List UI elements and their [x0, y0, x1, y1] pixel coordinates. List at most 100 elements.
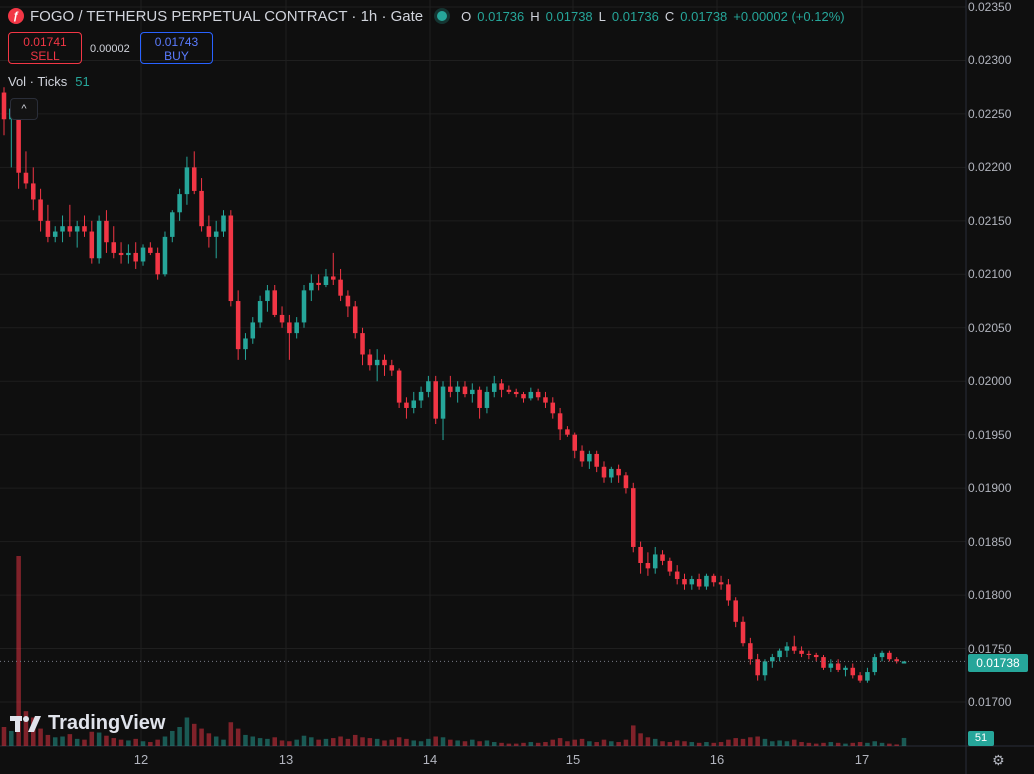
- candle-body: [140, 247, 146, 262]
- volume-bar: [294, 739, 299, 746]
- volume-bar: [213, 736, 219, 746]
- tradingview-logo-icon: [10, 715, 41, 732]
- volume-bar: [550, 739, 556, 746]
- volume-bar: [287, 741, 292, 746]
- candle-body: [484, 391, 490, 408]
- volume-bar: [682, 741, 687, 746]
- candle-body: [865, 672, 870, 681]
- candle-body: [74, 226, 80, 232]
- sell-price: 0.01741: [23, 35, 67, 49]
- candle-body: [191, 167, 197, 191]
- high-label: H: [530, 8, 540, 24]
- buy-button[interactable]: 0.01743 BUY: [140, 32, 213, 64]
- market-open-icon: [437, 11, 448, 21]
- volume-bar: [733, 738, 738, 746]
- volume-bar: [338, 736, 343, 746]
- candle-body: [835, 663, 841, 670]
- tradingview-logo[interactable]: TradingView: [10, 712, 165, 735]
- volume-bar: [104, 735, 109, 746]
- candle-body: [543, 397, 548, 403]
- volume-bar: [689, 742, 695, 746]
- candle-body: [872, 657, 877, 673]
- candle-body: [689, 579, 695, 585]
- open-label: O: [461, 8, 472, 24]
- volume-bar: [652, 738, 658, 746]
- candle-body: [470, 389, 475, 395]
- candle-body: [396, 370, 402, 403]
- candle-body: [726, 584, 731, 601]
- volume-bar: [506, 743, 512, 746]
- candle-body: [389, 365, 395, 371]
- candle-body: [623, 475, 629, 489]
- candle-body: [206, 226, 212, 237]
- volume-bar: [587, 741, 592, 746]
- volume-bar: [396, 737, 402, 746]
- candle-body: [148, 247, 153, 253]
- volume-bar: [704, 742, 709, 746]
- price-axis-label: 0.01950: [968, 427, 1012, 442]
- volume-bar: [455, 740, 460, 746]
- candle-body: [360, 333, 365, 355]
- volume-bar: [60, 736, 65, 746]
- volume-bar: [879, 742, 885, 746]
- gear-icon[interactable]: ⚙: [992, 752, 1005, 768]
- volume-bar: [323, 738, 329, 746]
- candle-body: [813, 654, 819, 658]
- volume-bar: [9, 730, 14, 746]
- volume-legend[interactable]: Vol · Ticks 51: [8, 74, 90, 89]
- candle-body: [491, 383, 497, 392]
- candle-body: [155, 252, 160, 275]
- candle-body: [477, 389, 482, 408]
- candle-body: [82, 226, 87, 232]
- volume-bar: [221, 739, 226, 746]
- candle-body: [309, 282, 314, 291]
- candle-body: [382, 359, 387, 366]
- candle-body: [506, 389, 512, 392]
- volume-bar: [477, 741, 482, 746]
- volume-bar: [82, 739, 87, 746]
- volume-bar: [901, 737, 907, 746]
- volume-bar: [726, 739, 731, 746]
- candle-body: [316, 282, 321, 285]
- candle-body: [235, 301, 241, 350]
- symbol-title[interactable]: FOGO / TETHERUS PERPETUAL CONTRACT · 1h …: [30, 7, 424, 25]
- volume-bar: [16, 556, 21, 746]
- candle-body: [16, 108, 21, 173]
- candle-body: [499, 383, 504, 390]
- candle-body: [89, 231, 95, 259]
- price-axis-label: 0.02200: [968, 160, 1012, 175]
- price-axis-label: 0.02050: [968, 320, 1012, 335]
- candle-body: [887, 652, 892, 660]
- candle-body: [111, 242, 117, 253]
- volume-bar: [784, 741, 790, 746]
- low-value: 0.01736: [611, 8, 659, 24]
- candle-body: [616, 468, 621, 476]
- volume-bar: [140, 741, 146, 746]
- candlesticks: [1, 87, 907, 683]
- volume-bar: [674, 740, 680, 746]
- candle-body: [550, 402, 556, 414]
- volume-bar: [601, 739, 607, 746]
- volume-bar: [872, 741, 877, 746]
- volume-bar: [762, 738, 768, 746]
- volume-bar: [250, 736, 256, 746]
- volume-bar: [609, 741, 614, 746]
- time-axis-label: 12: [133, 752, 149, 767]
- candle-body: [67, 226, 73, 232]
- candle-body: [660, 554, 665, 561]
- sell-button[interactable]: 0.01741 SELL: [8, 32, 82, 64]
- volume-bar: [257, 738, 263, 746]
- collapse-legend-button[interactable]: ^: [10, 98, 38, 120]
- volume-bar: [38, 728, 43, 746]
- volume-bar: [777, 740, 782, 746]
- candle-body: [455, 386, 460, 392]
- volume-bar: [843, 743, 848, 746]
- candle-body: [265, 290, 270, 302]
- candle-body: [345, 295, 351, 307]
- volume-bar: [667, 742, 673, 746]
- volume-bar: [470, 739, 475, 746]
- candle-body: [894, 659, 899, 662]
- volume-bar: [89, 731, 95, 746]
- volume-bar: [389, 739, 395, 746]
